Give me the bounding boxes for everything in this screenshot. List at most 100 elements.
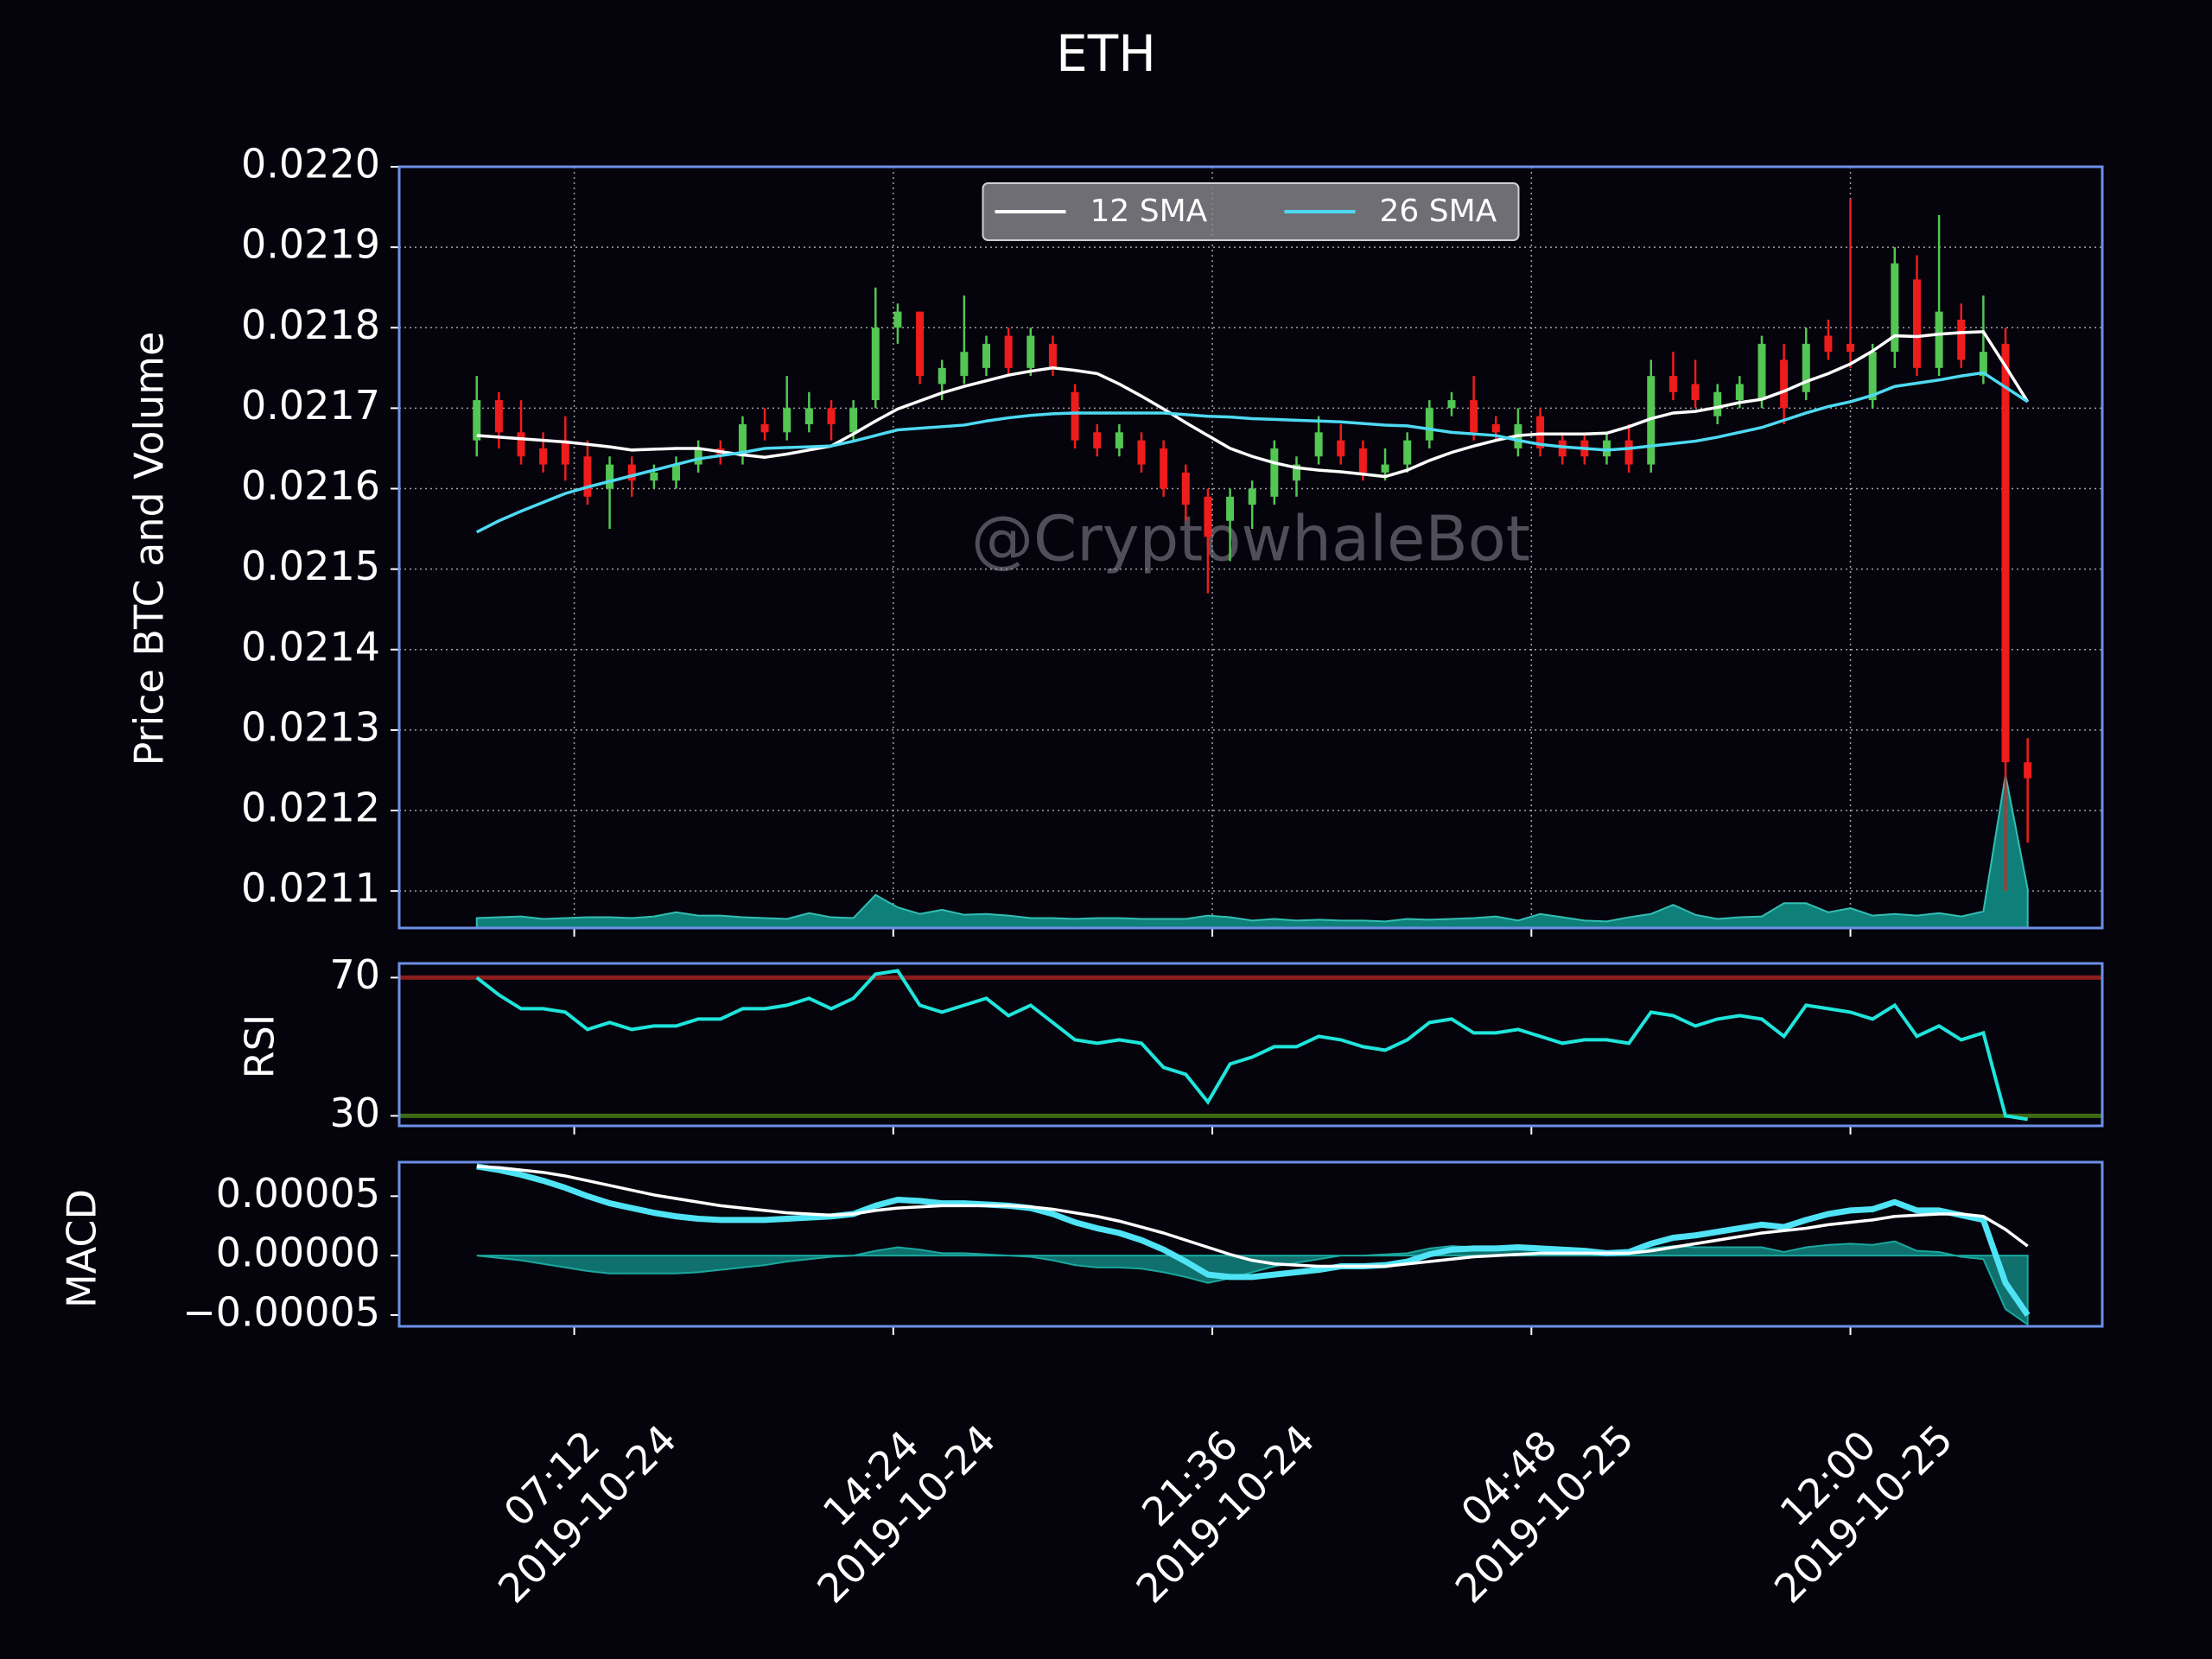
y-axis-label: MACD bbox=[59, 1189, 105, 1308]
candle-body bbox=[539, 448, 548, 465]
candle-body bbox=[1802, 343, 1810, 392]
candle-body bbox=[827, 408, 836, 425]
candle-body bbox=[2001, 343, 2010, 763]
candle-body bbox=[804, 408, 813, 425]
candle-body bbox=[1381, 464, 1389, 473]
candle-body bbox=[583, 456, 592, 497]
y-tick-label: 0.0216 bbox=[241, 462, 380, 509]
candle-body bbox=[1558, 440, 1567, 457]
candle-body bbox=[517, 432, 525, 457]
y-tick-label: 70 bbox=[329, 951, 380, 998]
y-tick-label: 0.0213 bbox=[241, 703, 380, 750]
candle-body bbox=[1824, 335, 1833, 353]
candle-body bbox=[1425, 408, 1433, 441]
candle-body bbox=[938, 367, 946, 385]
candle-body bbox=[1957, 319, 1966, 360]
candle-body bbox=[1048, 343, 1057, 368]
candle-body bbox=[1226, 496, 1235, 521]
volume-area bbox=[475, 774, 2029, 929]
candle-body bbox=[738, 424, 747, 457]
candle-body bbox=[1204, 496, 1212, 537]
candle-body bbox=[1780, 359, 1789, 409]
candle-body bbox=[1868, 352, 1877, 401]
candle-body bbox=[627, 464, 636, 481]
candle-body bbox=[1669, 376, 1677, 392]
y-tick-label: 0.0219 bbox=[241, 221, 380, 268]
y-tick-label: 0.0215 bbox=[241, 543, 380, 589]
candle-body bbox=[1713, 391, 1722, 416]
y-tick-label: 0.0220 bbox=[241, 141, 380, 188]
candle-body bbox=[1137, 440, 1146, 465]
candle-body bbox=[916, 311, 925, 377]
candle-body bbox=[1027, 335, 1035, 368]
y-tick-label: −0.00005 bbox=[182, 1288, 380, 1335]
candle-body bbox=[1979, 352, 1987, 377]
y-tick-label: 0.0211 bbox=[241, 865, 380, 912]
y-tick-label: 0.0214 bbox=[241, 623, 380, 670]
candle-body bbox=[783, 408, 791, 433]
candle-body bbox=[2024, 762, 2032, 779]
candle-body bbox=[561, 440, 569, 465]
candle-body bbox=[606, 464, 614, 489]
candle-body bbox=[1181, 472, 1190, 505]
candle-body bbox=[982, 343, 991, 368]
candle-body bbox=[1847, 343, 1855, 353]
legend-box bbox=[982, 182, 1520, 241]
candle-body bbox=[1758, 343, 1766, 401]
candle-body bbox=[1536, 416, 1545, 448]
candle-body bbox=[1891, 263, 1899, 353]
candle-body bbox=[1491, 424, 1500, 433]
y-axis-label: RSI bbox=[237, 1014, 283, 1079]
legend-label: 26 SMA bbox=[1380, 194, 1497, 229]
candle-body bbox=[1403, 440, 1412, 465]
macd-line bbox=[476, 1165, 2029, 1268]
candle-body bbox=[1337, 440, 1345, 457]
y-tick-label: 0.00000 bbox=[216, 1230, 380, 1276]
candle-body bbox=[1248, 488, 1256, 505]
sma-line bbox=[475, 371, 2029, 534]
watermark: @CryptowhaleBot bbox=[971, 503, 1530, 575]
rsi-line bbox=[475, 969, 2028, 1122]
chart-title: ETH bbox=[1056, 24, 1156, 83]
candle-body bbox=[1314, 432, 1323, 457]
candle-body bbox=[1071, 391, 1079, 441]
candle-body bbox=[1602, 440, 1611, 457]
candle-body bbox=[1093, 432, 1102, 448]
candle-body bbox=[893, 311, 902, 328]
candle-body bbox=[960, 352, 969, 377]
candle-body bbox=[1004, 335, 1013, 368]
candle-body bbox=[1691, 384, 1700, 401]
macd-histogram bbox=[476, 1240, 2029, 1326]
y-tick-label: 30 bbox=[329, 1090, 380, 1136]
legend-label: 12 SMA bbox=[1090, 194, 1208, 229]
candle-body bbox=[1647, 376, 1656, 465]
y-tick-label: 0.00005 bbox=[216, 1170, 380, 1217]
candle-body bbox=[1160, 448, 1168, 489]
y-tick-label: 0.0212 bbox=[241, 785, 380, 831]
candle-body bbox=[694, 448, 702, 465]
axes-frame bbox=[397, 165, 2104, 930]
candle-body bbox=[1935, 311, 1943, 368]
y-axis-label: Price BTC and Volume bbox=[126, 332, 173, 766]
y-tick-label: 0.0218 bbox=[241, 302, 380, 348]
candle-body bbox=[473, 400, 481, 441]
candle-body bbox=[1270, 448, 1279, 497]
candle-body bbox=[1624, 440, 1633, 465]
candle-body bbox=[650, 472, 658, 481]
candle-body bbox=[871, 327, 880, 401]
candle-body bbox=[849, 408, 858, 433]
candle-body bbox=[1447, 400, 1456, 409]
candle-body bbox=[672, 464, 681, 481]
candle-body bbox=[760, 424, 769, 433]
candle-body bbox=[1115, 432, 1123, 448]
candle-body bbox=[1470, 400, 1478, 433]
candle-body bbox=[1358, 448, 1367, 473]
y-tick-label: 0.0217 bbox=[241, 382, 380, 429]
candle-body bbox=[494, 400, 503, 433]
candle-body bbox=[1292, 464, 1300, 481]
candle-body bbox=[1912, 279, 1921, 368]
axes-frame bbox=[397, 1160, 2104, 1328]
